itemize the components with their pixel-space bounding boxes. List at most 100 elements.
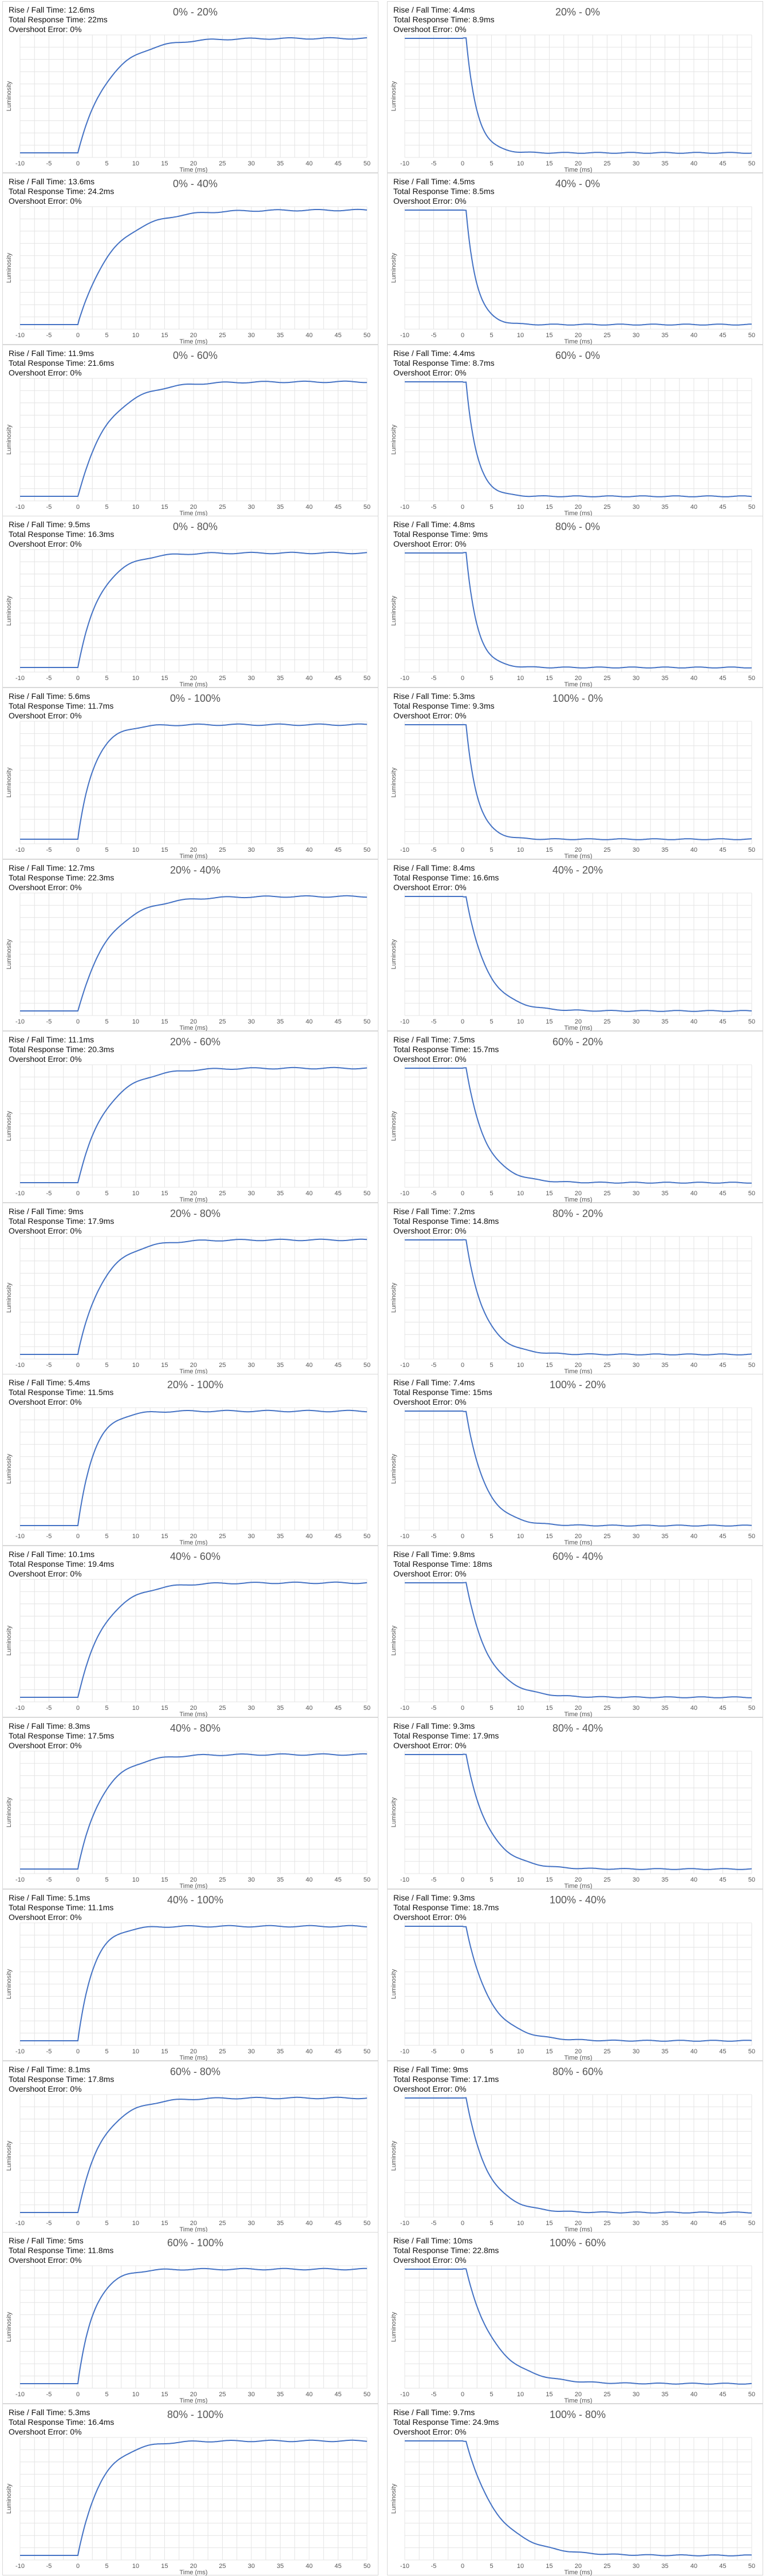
line-chart: -10 -5 0 5 10 15 20 25 30 35 40 45 50 Time (ms) Lumino… xyxy=(6,549,370,688)
x-axis-label: Time (ms) xyxy=(179,1196,207,1203)
x-tick-label: 30 xyxy=(633,1362,639,1369)
x-axis-label: Time (ms) xyxy=(179,2397,207,2404)
total-response-time: Total Response Time: 17.1ms xyxy=(393,2074,499,2084)
x-tick-label: 5 xyxy=(105,2048,108,2055)
x-tick-label: 50 xyxy=(748,332,755,339)
x-axis-label: Time (ms) xyxy=(179,681,207,688)
line-chart: -10 -5 0 5 10 15 20 25 30 35 40 45 50 Time (ms) Lumino… xyxy=(390,1579,755,1718)
y-axis-label: Luminosity xyxy=(6,1625,13,1656)
x-tick-label: 40 xyxy=(306,504,313,511)
line-chart: -10 -5 0 5 10 15 20 25 30 35 40 45 50 Time (ms) Lumino… xyxy=(390,549,755,688)
x-axis-label: Time (ms) xyxy=(179,1368,207,1375)
x-tick-label: 30 xyxy=(633,2048,639,2055)
y-axis-label: Luminosity xyxy=(6,2312,13,2342)
total-response-time: Total Response Time: 17.8ms xyxy=(9,2074,114,2084)
x-axis-label: Time (ms) xyxy=(179,1539,207,1546)
x-tick-label: -5 xyxy=(46,1533,52,1540)
x-tick-label: 35 xyxy=(277,160,283,167)
x-tick-label: 20 xyxy=(190,1362,197,1369)
x-tick-label: 35 xyxy=(277,1018,283,1025)
y-axis-label: Luminosity xyxy=(390,1282,397,1313)
x-tick-label: 15 xyxy=(546,1362,552,1369)
chart-title: 20% - 0% xyxy=(555,6,601,18)
x-tick-label: 15 xyxy=(161,504,168,511)
total-response-time: Total Response Time: 24.2ms xyxy=(9,186,114,196)
y-axis-label: Luminosity xyxy=(6,2140,13,2171)
luminosity-series-line xyxy=(405,1411,752,1527)
x-tick-label: 35 xyxy=(661,1533,668,1540)
x-tick-label: 50 xyxy=(364,2220,370,2227)
x-tick-label: 15 xyxy=(546,1876,552,1883)
rise-fall-time: Rise / Fall Time: 5ms xyxy=(9,2236,84,2246)
overshoot-error: Overshoot Error: 0% xyxy=(9,1569,82,1579)
x-tick-label: 10 xyxy=(517,2220,524,2227)
luminosity-series-line xyxy=(20,552,368,669)
rise-fall-time: Rise / Fall Time: 4.4ms xyxy=(393,5,475,14)
x-tick-label: 40 xyxy=(306,332,313,339)
luminosity-series-line xyxy=(405,2268,752,2385)
x-axis-label: Time (ms) xyxy=(179,2226,207,2233)
chart-panel: Rise / Fall Time: 9.3ms Total Response Ti… xyxy=(387,1888,763,2061)
x-tick-label: 30 xyxy=(633,2563,639,2570)
x-tick-label: 10 xyxy=(517,1362,524,1369)
response-stats: Rise / Fall Time: 4.4ms Total Response Ti… xyxy=(393,5,495,34)
total-response-time: Total Response Time: 15.7ms xyxy=(393,1044,499,1054)
x-tick-label: -5 xyxy=(431,1362,437,1369)
x-tick-label: -10 xyxy=(15,1705,25,1712)
chart-title: 20% - 60% xyxy=(169,1036,221,1048)
x-tick-label: 20 xyxy=(190,847,197,854)
x-tick-label: 0 xyxy=(461,847,464,854)
x-tick-label: 25 xyxy=(603,1190,610,1197)
x-tick-label: 15 xyxy=(546,1705,552,1712)
x-tick-label: 30 xyxy=(248,160,255,167)
x-axis-label: Time (ms) xyxy=(564,1196,592,1203)
luminosity-series-line xyxy=(405,1067,752,1184)
y-axis-label: Luminosity xyxy=(6,1282,13,1313)
total-response-time: Total Response Time: 20.3ms xyxy=(9,1044,114,1054)
luminosity-series-line xyxy=(405,209,752,326)
x-tick-label: 50 xyxy=(364,160,370,167)
overshoot-error: Overshoot Error: 0% xyxy=(9,1054,82,1064)
x-tick-label: 20 xyxy=(575,1190,582,1197)
response-stats: Rise / Fall Time: 4.4ms Total Response Ti… xyxy=(393,349,495,378)
x-tick-label: 40 xyxy=(690,2391,697,2398)
overshoot-error: Overshoot Error: 0% xyxy=(393,711,467,721)
overshoot-error: Overshoot Error: 0% xyxy=(393,1397,467,1407)
chart-panel: Rise / Fall Time: 5.3ms Total Response Ti… xyxy=(2,2404,378,2576)
overshoot-error: Overshoot Error: 0% xyxy=(9,2255,82,2265)
y-axis-label: Luminosity xyxy=(6,596,13,626)
x-tick-label: 15 xyxy=(161,2563,168,2570)
x-tick-label: 50 xyxy=(364,1876,370,1883)
x-tick-label: 5 xyxy=(489,1190,493,1197)
line-chart: -10 -5 0 5 10 15 20 25 30 35 40 45 50 Time (ms) Lumino… xyxy=(390,1407,755,1546)
x-tick-label: 10 xyxy=(132,2220,139,2227)
line-chart: -10 -5 0 5 10 15 20 25 30 35 40 45 50 Time (ms) Lumino… xyxy=(6,1064,370,1203)
chart-panel: Rise / Fall Time: 4.4ms Total Response Ti… xyxy=(387,344,763,517)
x-tick-label: 15 xyxy=(546,675,552,682)
x-tick-label: -5 xyxy=(46,1362,52,1369)
line-chart: -10 -5 0 5 10 15 20 25 30 35 40 45 50 Time (ms) Lumino… xyxy=(6,2265,370,2404)
response-stats: Rise / Fall Time: 4.8ms Total Response Ti… xyxy=(393,520,488,549)
chart-panel: Rise / Fall Time: 11.9ms Total Response T… xyxy=(2,344,378,517)
luminosity-series-line xyxy=(405,724,752,840)
x-tick-label: 10 xyxy=(517,1018,524,1025)
response-stats: Rise / Fall Time: 9.3ms Total Response Ti… xyxy=(393,1721,499,1751)
chart-title: 100% - 80% xyxy=(549,2409,606,2421)
rise-fall-time: Rise / Fall Time: 7.2ms xyxy=(393,1206,475,1216)
x-tick-label: 40 xyxy=(690,847,697,854)
overshoot-error: Overshoot Error: 0% xyxy=(393,2084,467,2093)
y-axis-label: Luminosity xyxy=(6,1797,13,1827)
x-tick-label: -10 xyxy=(400,1362,409,1369)
luminosity-series-line xyxy=(405,1925,752,2042)
x-tick-label: 20 xyxy=(190,504,197,511)
chart-title: 60% - 100% xyxy=(167,2237,224,2249)
x-tick-label: 35 xyxy=(661,332,668,339)
luminosity-series-line xyxy=(20,1238,368,1355)
x-tick-label: -5 xyxy=(46,2563,52,2570)
x-tick-label: 30 xyxy=(248,675,255,682)
overshoot-error: Overshoot Error: 0% xyxy=(393,1054,467,1064)
x-axis-label: Time (ms) xyxy=(179,338,207,345)
x-tick-label: 50 xyxy=(748,504,755,511)
x-tick-label: 40 xyxy=(690,2563,697,2570)
